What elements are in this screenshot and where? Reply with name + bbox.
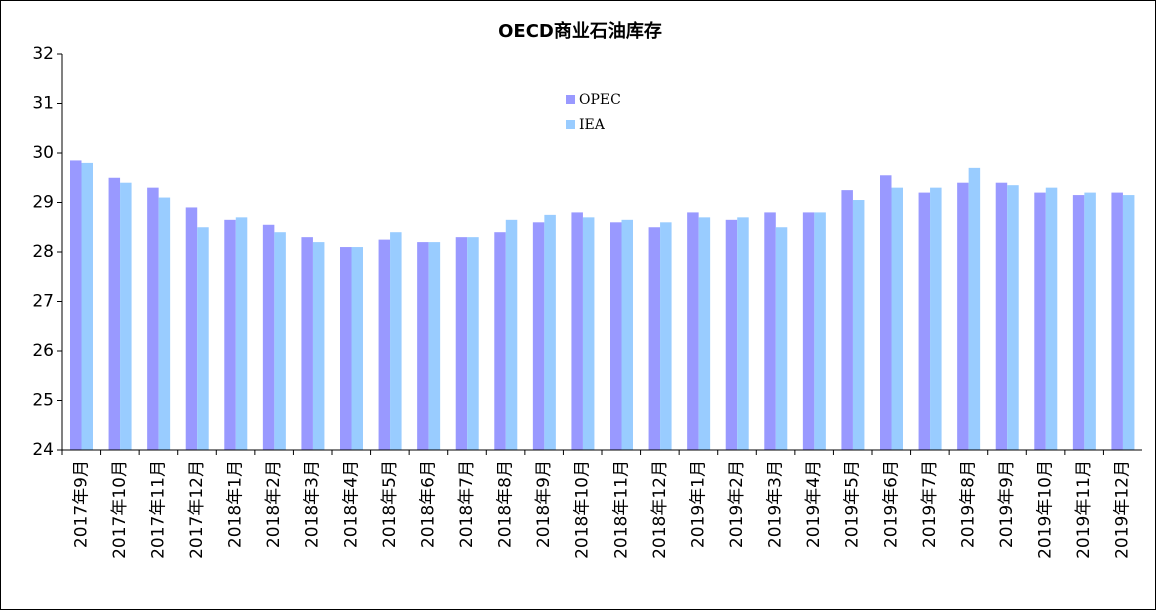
bar bbox=[532, 222, 545, 450]
x-tick-label: 2018年3月 bbox=[303, 460, 323, 548]
bar bbox=[262, 224, 275, 450]
bar bbox=[930, 187, 942, 450]
bar bbox=[494, 232, 506, 450]
bar bbox=[621, 219, 633, 450]
bar bbox=[891, 187, 903, 450]
x-tick-label: 2018年2月 bbox=[264, 460, 284, 548]
x-tick-label: 2019年4月 bbox=[804, 460, 824, 548]
x-tick-label: 2018年1月 bbox=[226, 460, 246, 548]
bar bbox=[428, 242, 441, 450]
bar bbox=[120, 182, 132, 450]
bar bbox=[725, 219, 738, 450]
bar bbox=[764, 212, 776, 450]
bar bbox=[235, 217, 248, 450]
chart-title: OECD商业石油库存 bbox=[498, 20, 662, 42]
x-tick-label: 2019年5月 bbox=[843, 460, 863, 548]
bar bbox=[918, 192, 931, 450]
bar bbox=[610, 222, 622, 450]
y-tick-label: 32 bbox=[32, 44, 54, 64]
y-tick-label: 26 bbox=[32, 341, 54, 361]
bar bbox=[1072, 195, 1085, 450]
bar bbox=[312, 242, 325, 450]
x-tick-label: 2018年8月 bbox=[496, 460, 516, 548]
x-tick-label: 2018年5月 bbox=[380, 460, 400, 548]
y-tick-label: 27 bbox=[32, 292, 54, 312]
x-tick-label: 2018年10月 bbox=[573, 460, 593, 559]
x-tick-label: 2019年12月 bbox=[1113, 460, 1133, 559]
x-tick-label: 2019年9月 bbox=[997, 460, 1017, 548]
bar bbox=[505, 219, 518, 450]
bar bbox=[1007, 185, 1019, 451]
y-tick-label: 29 bbox=[32, 193, 54, 213]
bar bbox=[301, 237, 313, 450]
x-tick-label: 2019年10月 bbox=[1036, 460, 1056, 559]
bar bbox=[687, 212, 699, 450]
y-tick-label: 31 bbox=[32, 94, 54, 114]
bar bbox=[968, 167, 981, 450]
bar bbox=[802, 212, 815, 450]
legend-label: IEA bbox=[579, 117, 606, 133]
bar bbox=[455, 237, 468, 450]
x-tick-label: 2019年11月 bbox=[1074, 460, 1094, 559]
bar bbox=[648, 227, 661, 450]
x-tick-label: 2018年7月 bbox=[457, 460, 477, 548]
bar bbox=[81, 162, 93, 450]
x-tick-label: 2018年12月 bbox=[650, 460, 670, 559]
bar bbox=[351, 247, 363, 450]
bar bbox=[274, 232, 286, 450]
x-tick-label: 2017年11月 bbox=[148, 460, 168, 559]
y-tick-label: 24 bbox=[32, 440, 54, 460]
bar bbox=[224, 219, 236, 450]
legend-swatch bbox=[566, 120, 575, 129]
bar bbox=[467, 237, 479, 450]
bar bbox=[158, 197, 171, 450]
x-tick-label: 2018年4月 bbox=[341, 460, 361, 548]
x-tick-label: 2017年12月 bbox=[187, 460, 207, 559]
bar bbox=[660, 222, 672, 450]
bar bbox=[1122, 195, 1135, 450]
bar bbox=[995, 182, 1008, 450]
bar bbox=[197, 227, 209, 450]
bar bbox=[147, 187, 159, 450]
y-tick-label: 28 bbox=[32, 242, 54, 262]
bar bbox=[1045, 187, 1058, 450]
legend-swatch bbox=[566, 95, 575, 104]
bar bbox=[340, 247, 352, 450]
bar bbox=[1084, 192, 1096, 450]
bar bbox=[814, 212, 826, 450]
x-tick-label: 2019年6月 bbox=[881, 460, 901, 548]
x-tick-label: 2019年3月 bbox=[766, 460, 786, 548]
bar bbox=[698, 217, 711, 450]
x-tick-label: 2019年8月 bbox=[958, 460, 978, 548]
bar bbox=[378, 239, 391, 450]
bar bbox=[1034, 192, 1046, 450]
bar bbox=[957, 182, 969, 450]
x-tick-label: 2019年1月 bbox=[688, 460, 708, 548]
bar bbox=[390, 232, 402, 450]
x-tick-label: 2017年9月 bbox=[71, 460, 91, 548]
x-tick-label: 2017年10月 bbox=[110, 460, 130, 559]
x-tick-label: 2019年7月 bbox=[920, 460, 940, 548]
bar bbox=[841, 190, 853, 450]
bar bbox=[582, 217, 595, 450]
y-tick-label: 30 bbox=[32, 143, 54, 163]
bar bbox=[880, 175, 892, 450]
bar bbox=[775, 227, 788, 450]
x-tick-label: 2018年9月 bbox=[534, 460, 554, 548]
x-tick-label: 2019年2月 bbox=[727, 460, 747, 548]
bar bbox=[571, 212, 583, 450]
x-tick-label: 2018年6月 bbox=[418, 460, 438, 548]
bar bbox=[417, 242, 429, 450]
bar bbox=[852, 200, 865, 450]
bar bbox=[185, 207, 198, 450]
bar bbox=[108, 177, 121, 450]
bar bbox=[70, 160, 82, 451]
y-tick-label: 25 bbox=[32, 391, 54, 411]
bar bbox=[737, 217, 749, 450]
bar bbox=[544, 214, 556, 450]
x-tick-label: 2018年11月 bbox=[611, 460, 631, 559]
bar bbox=[1111, 192, 1123, 450]
legend-label: OPEC bbox=[579, 92, 621, 108]
